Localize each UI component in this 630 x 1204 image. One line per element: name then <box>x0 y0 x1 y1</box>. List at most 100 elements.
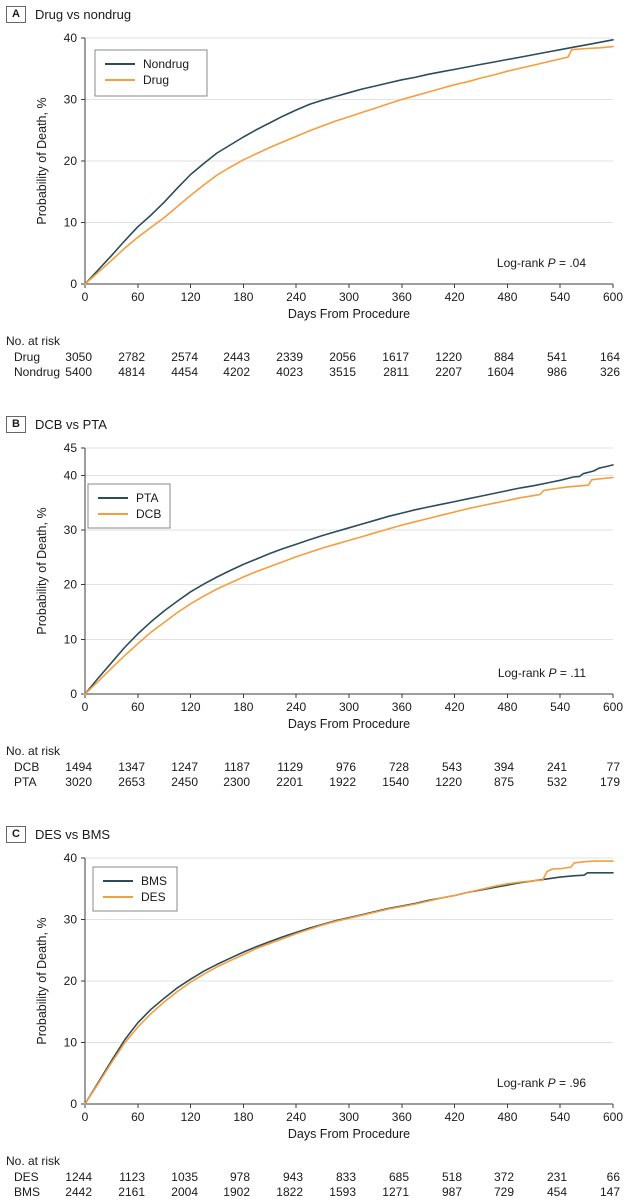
risk-value: 2339 <box>276 350 303 364</box>
risk-value: 1593 <box>329 1185 356 1199</box>
risk-value: 5400 <box>65 365 92 379</box>
y-axis-title: Probability of Death, % <box>35 507 49 634</box>
risk-value: 987 <box>441 1185 462 1199</box>
risk-value: 1540 <box>382 775 409 789</box>
legend-label-dcb: DCB <box>136 507 161 521</box>
legend-label-nondrug: Nondrug <box>143 57 189 71</box>
risk-value: 1494 <box>65 760 92 774</box>
y-tick-label: 0 <box>70 277 77 291</box>
risk-value: 986 <box>546 365 567 379</box>
risk-value: 543 <box>441 760 462 774</box>
risk-value: 2443 <box>223 350 250 364</box>
x-tick-label: 540 <box>550 700 570 714</box>
risk-row-label: Drug <box>14 350 41 364</box>
panel-a-header: A Drug vs nondrug <box>6 4 131 24</box>
y-tick-label: 30 <box>64 93 78 107</box>
legend-box <box>87 483 171 529</box>
x-tick-label: 420 <box>445 700 465 714</box>
x-tick-label: 120 <box>181 700 201 714</box>
risk-row-label: PTA <box>14 775 37 789</box>
x-tick-label: 480 <box>497 700 517 714</box>
risk-table-header: No. at risk <box>6 1154 61 1168</box>
risk-value: 3050 <box>65 350 92 364</box>
logrank-label: Log-rank P = .04 <box>497 256 586 270</box>
risk-value: 4202 <box>223 365 250 379</box>
x-tick-label: 360 <box>392 1110 412 1124</box>
risk-value: 2442 <box>65 1185 92 1199</box>
x-tick-label: 360 <box>392 290 412 304</box>
x-tick-label: 420 <box>445 1110 465 1124</box>
panel-a-letter: A <box>6 5 26 23</box>
series-curve-dcb <box>84 476 614 695</box>
risk-value: 4454 <box>171 365 198 379</box>
panel-b-header: B DCB vs PTA <box>6 414 107 434</box>
risk-value: 2450 <box>171 775 198 789</box>
x-tick-label: 120 <box>181 1110 201 1124</box>
legend-label-drug: Drug <box>143 73 169 87</box>
risk-value: 875 <box>493 775 514 789</box>
legend-label-des: DES <box>141 890 166 904</box>
x-tick-label: 420 <box>445 290 465 304</box>
y-tick-label: 40 <box>64 851 78 865</box>
x-tick-label: 0 <box>82 1110 89 1124</box>
x-tick-label: 240 <box>286 1110 306 1124</box>
risk-value: 685 <box>388 1170 409 1184</box>
x-tick-label: 540 <box>550 290 570 304</box>
risk-value: 372 <box>493 1170 514 1184</box>
risk-row-label: DCB <box>14 760 40 774</box>
x-tick-label: 600 <box>603 700 623 714</box>
y-tick-label: 0 <box>70 1097 77 1111</box>
x-tick-label: 300 <box>339 700 359 714</box>
panel-c-risk-table: No. at risk DES 1244 1123 1035 978 943 833 685 51… <box>0 1154 630 1204</box>
risk-value: 3020 <box>65 775 92 789</box>
x-axis-title: Days From Procedure <box>288 1127 410 1141</box>
risk-value: 833 <box>335 1170 356 1184</box>
y-tick-label: 10 <box>64 216 78 230</box>
panel-b-chart: 0 10 20 30 40 45 0 60 120 180 240 300 360 420 480 540 60… <box>35 441 623 731</box>
x-tick-label: 600 <box>603 1110 623 1124</box>
x-axis-title: Days From Procedure <box>288 307 410 321</box>
x-tick-label: 240 <box>286 700 306 714</box>
legend-label-pta: PTA <box>136 491 158 505</box>
risk-value: 3515 <box>329 365 356 379</box>
x-tick-label: 180 <box>233 290 253 304</box>
risk-row-label: DES <box>14 1170 39 1184</box>
risk-value: 1220 <box>435 350 462 364</box>
y-tick-label: 30 <box>64 913 78 927</box>
panel-a-title: Drug vs nondrug <box>34 6 132 22</box>
risk-value: 326 <box>599 365 620 379</box>
risk-table-header: No. at risk <box>6 334 61 348</box>
risk-value: 1220 <box>435 775 462 789</box>
risk-value: 1129 <box>277 760 303 774</box>
legend-label-bms: BMS <box>141 874 167 888</box>
y-tick-label: 40 <box>64 468 78 482</box>
panel-b-title: DCB vs PTA <box>34 416 107 432</box>
risk-value: 1822 <box>276 1185 303 1199</box>
x-tick-label: 480 <box>497 1110 517 1124</box>
risk-value: 976 <box>335 760 356 774</box>
logrank-label: Log-rank P = .96 <box>497 1076 586 1090</box>
risk-value: 2004 <box>171 1185 198 1199</box>
x-tick-label: 0 <box>82 700 89 714</box>
risk-value: 541 <box>546 350 567 364</box>
y-tick-label: 20 <box>64 578 78 592</box>
risk-value: 147 <box>599 1185 620 1199</box>
y-axis-title: Probability of Death, % <box>35 97 49 224</box>
panel-b-letter: B <box>6 415 26 433</box>
risk-value: 1604 <box>487 365 514 379</box>
risk-value: 728 <box>388 760 409 774</box>
risk-value: 2161 <box>118 1185 145 1199</box>
risk-value: 1617 <box>382 350 409 364</box>
legend-box <box>94 49 208 97</box>
risk-value: 4814 <box>118 365 145 379</box>
risk-value: 978 <box>229 1170 250 1184</box>
x-tick-label: 300 <box>339 1110 359 1124</box>
x-tick-label: 60 <box>131 1110 145 1124</box>
risk-value: 884 <box>493 350 514 364</box>
risk-value: 1902 <box>223 1185 250 1199</box>
x-tick-label: 180 <box>233 700 253 714</box>
series-curve-des <box>84 860 614 1105</box>
panel-c-letter: C <box>6 825 26 843</box>
x-tick-label: 600 <box>603 290 623 304</box>
panel-c-title: DES vs BMS <box>34 826 111 842</box>
